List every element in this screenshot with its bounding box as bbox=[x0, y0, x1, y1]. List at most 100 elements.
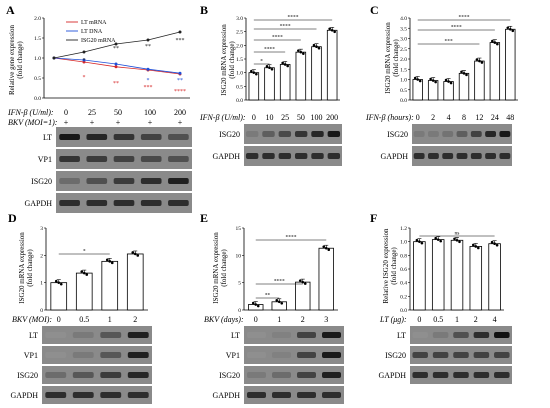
E-data-point bbox=[277, 300, 281, 304]
D-blot-band bbox=[45, 372, 67, 378]
D-bar bbox=[126, 253, 144, 311]
C-blot-label: ISG20 bbox=[387, 130, 408, 139]
F-bar bbox=[469, 246, 483, 311]
A-sig-star: * bbox=[83, 58, 86, 64]
C-blot-band bbox=[499, 131, 511, 137]
E-ytick-label: 10 bbox=[236, 253, 242, 259]
B-data-point bbox=[315, 45, 318, 48]
C-ytick-label: 3.5 bbox=[400, 26, 407, 32]
B-category-label: 50 bbox=[297, 113, 305, 122]
C-blot-band bbox=[470, 153, 482, 159]
A-blot-band bbox=[140, 156, 162, 162]
A-sig-star: ** bbox=[177, 78, 183, 84]
panel-E-blots: LT VP1 ISG20 GAPDH bbox=[212, 326, 344, 404]
F-blot-band bbox=[494, 352, 510, 358]
C-data-point bbox=[449, 81, 453, 85]
B-blot-strip bbox=[244, 146, 342, 166]
F-ytick-label: 0.6 bbox=[400, 267, 407, 273]
F-blot-band bbox=[473, 372, 490, 378]
B-data-point bbox=[317, 46, 321, 50]
E-data-point bbox=[256, 304, 260, 308]
C-bar bbox=[489, 42, 501, 101]
A-row2-value: + bbox=[64, 118, 69, 127]
E-blot-band bbox=[297, 352, 316, 358]
F-blot-band bbox=[494, 332, 510, 338]
F-ytick-label: 0.2 bbox=[400, 294, 407, 300]
A-blot-band bbox=[168, 178, 189, 184]
C-blot-band bbox=[413, 153, 425, 159]
D-blot-band bbox=[127, 352, 149, 358]
B-blot-label: GAPDH bbox=[212, 152, 240, 161]
B-bar bbox=[311, 46, 322, 101]
panel-A-row1-label: IFN-β (U/ml): bbox=[7, 108, 54, 117]
D-data-point bbox=[54, 279, 58, 283]
C-bar bbox=[427, 80, 439, 101]
panel-F-xlabel: LT (μg): bbox=[379, 315, 407, 324]
panel-D: ISG20 mRNA expression (fold change) 0 1 2 3… bbox=[10, 226, 152, 404]
panel-F-plot: 0.0 0.2 0.4 0.6 0.8 1.0 1.2 0 0.5 1 2 4 ns bbox=[400, 226, 504, 324]
D-ytick-label: 3 bbox=[40, 226, 43, 232]
F-data-point bbox=[493, 242, 496, 246]
C-category-label: 2 bbox=[431, 113, 435, 122]
B-blot-band bbox=[262, 131, 275, 137]
F-bar bbox=[431, 239, 445, 311]
B-bar bbox=[279, 64, 291, 101]
F-bar bbox=[413, 241, 426, 311]
D-blot-band bbox=[127, 332, 149, 338]
A-blot-label: VP1 bbox=[38, 155, 52, 164]
C-data-point bbox=[434, 80, 437, 84]
C-data-point bbox=[416, 78, 420, 81]
D-blot-band bbox=[100, 372, 122, 378]
D-blot-strip bbox=[42, 366, 152, 384]
C-data-point bbox=[462, 72, 466, 75]
B-ytick-label: 1.5 bbox=[236, 57, 243, 63]
D-blot-strip bbox=[42, 346, 152, 364]
D-data-point bbox=[82, 271, 86, 275]
C-sig-label: **** bbox=[451, 25, 462, 31]
panel-letter-C: C bbox=[370, 3, 379, 17]
A-blot-band bbox=[140, 178, 162, 184]
B-blot-band bbox=[294, 153, 308, 159]
C-bar bbox=[474, 60, 485, 101]
E-blot-strip bbox=[244, 386, 344, 404]
F-category-label: 0 bbox=[417, 315, 421, 324]
A-series-point bbox=[114, 42, 118, 46]
B-data-point bbox=[302, 52, 305, 55]
D-data-point bbox=[131, 251, 135, 254]
C-data-point bbox=[496, 42, 499, 46]
B-blot-band bbox=[245, 153, 259, 159]
D-ytick-label: 2 bbox=[40, 253, 43, 259]
D-data-point bbox=[108, 260, 112, 263]
A-sig-star: ** bbox=[145, 44, 151, 50]
C-category-label: 8 bbox=[462, 113, 466, 122]
B-blot-band bbox=[245, 131, 259, 137]
panel-letter-A: A bbox=[6, 3, 15, 17]
A-blot-band bbox=[59, 200, 80, 206]
D-data-point bbox=[110, 261, 114, 265]
B-blot-band bbox=[294, 131, 308, 137]
C-category-label: 4 bbox=[447, 113, 451, 122]
C-sig-label: **** bbox=[459, 15, 470, 21]
C-blot-band bbox=[485, 153, 496, 159]
E-data-point bbox=[303, 282, 307, 285]
C-category-label: 0 bbox=[416, 113, 420, 122]
panel-D-ylabel-1: ISG20 mRNA expression bbox=[18, 232, 26, 304]
A-ytick-label: 2.0 bbox=[34, 16, 41, 22]
D-bar bbox=[101, 260, 119, 311]
A-blot-band bbox=[86, 134, 108, 140]
F-data-point bbox=[439, 239, 443, 243]
F-blot-band bbox=[412, 352, 428, 358]
E-blot-band bbox=[297, 392, 316, 398]
C-blot-band bbox=[456, 131, 468, 137]
panel-B: ISG20 mRNA expression (fold change) 0.0 0… bbox=[199, 15, 342, 166]
D-data-point bbox=[80, 270, 84, 273]
F-blot-band bbox=[412, 332, 428, 338]
B-ytick-label: 0.0 bbox=[236, 98, 243, 104]
D-blot-band bbox=[45, 392, 67, 398]
B-blot-label: ISG20 bbox=[219, 130, 240, 139]
D-blot-label: VP1 bbox=[24, 351, 38, 360]
A-blot-band bbox=[113, 200, 135, 206]
A-blot-band bbox=[168, 156, 189, 162]
A-blot-band bbox=[140, 134, 162, 140]
panel-D-ylabel-2: (fold change) bbox=[26, 249, 34, 287]
